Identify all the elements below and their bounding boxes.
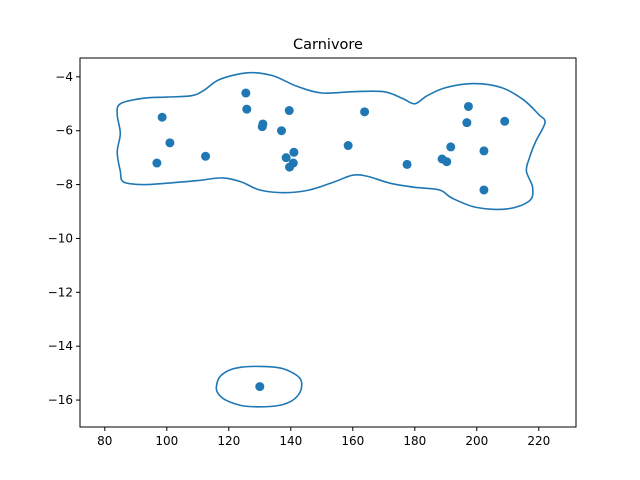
- y-tick-label: −10: [48, 231, 73, 245]
- data-point-10: [284, 106, 294, 116]
- data-point-4: [201, 151, 211, 161]
- x-tick-label: 80: [97, 434, 112, 448]
- data-point-16: [360, 107, 370, 117]
- data-point-15: [343, 141, 353, 151]
- data-point-12: [289, 147, 299, 157]
- data-point-20: [446, 142, 456, 152]
- data-point-26: [255, 382, 265, 392]
- data-point-22: [463, 101, 473, 111]
- data-point-2: [165, 138, 175, 148]
- y-axis: −4 −6 −8 −10 −12 −14 −16: [48, 70, 80, 407]
- contour-line-2: [215, 365, 303, 408]
- data-point-14: [285, 162, 295, 172]
- density-contours: [116, 71, 546, 408]
- y-tick-label: −8: [55, 178, 73, 192]
- data-point-5: [241, 88, 251, 98]
- data-point-25: [500, 116, 510, 126]
- data-point-24: [479, 185, 489, 195]
- data-point-21: [462, 118, 472, 128]
- x-axis: 80 100 120 140 160 180 200 220: [97, 427, 550, 448]
- data-points: [152, 88, 510, 392]
- x-tick-label: 120: [217, 434, 240, 448]
- x-tick-label: 100: [155, 434, 178, 448]
- y-tick-label: −6: [55, 124, 73, 138]
- y-tick-label: −16: [48, 393, 73, 407]
- data-point-17: [402, 159, 412, 169]
- x-tick-label: 140: [279, 434, 302, 448]
- data-point-8: [257, 122, 267, 132]
- data-point-19: [442, 157, 452, 167]
- data-point-3: [152, 158, 162, 168]
- data-point-1: [157, 112, 167, 122]
- x-tick-label: 160: [341, 434, 364, 448]
- data-point-11: [281, 153, 291, 163]
- x-tick-label: 200: [465, 434, 488, 448]
- y-tick-label: −14: [48, 339, 73, 353]
- data-point-6: [242, 104, 252, 114]
- data-point-23: [479, 146, 489, 156]
- x-tick-label: 180: [403, 434, 426, 448]
- y-tick-label: −4: [55, 70, 73, 84]
- contour-line-1: [116, 71, 546, 211]
- plot-area-frame: [79, 57, 577, 428]
- y-tick-label: −12: [48, 285, 73, 299]
- x-tick-label: 220: [527, 434, 550, 448]
- chart-title: Carnivore: [293, 37, 363, 53]
- data-point-9: [277, 126, 286, 136]
